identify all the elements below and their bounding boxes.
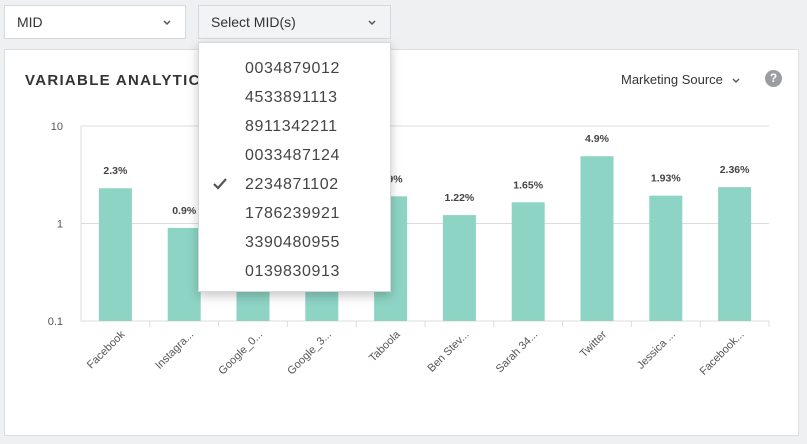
data-label: 0.9%	[172, 205, 197, 217]
mid-option-label: 2234871102	[245, 175, 339, 193]
mid-option[interactable]: 2234871102	[199, 170, 390, 199]
mid-option[interactable]: 0139830913	[199, 257, 390, 286]
marketing-source-dropdown[interactable]: Marketing Source	[621, 72, 741, 87]
data-label: 1.65%	[513, 179, 543, 191]
x-tick-label: Google_0...	[216, 329, 265, 378]
card-title: VARIABLE ANALYTICS	[25, 72, 213, 89]
mid-option[interactable]: 3390480955	[199, 228, 390, 257]
bar	[580, 156, 614, 321]
bar	[649, 195, 683, 321]
mid-option-label: 0034879012	[245, 59, 340, 77]
marketing-source-label: Marketing Source	[621, 72, 723, 87]
mid-option-label: 8911342211	[245, 117, 338, 135]
variable-analytics-card: VARIABLE ANALYTICS Marketing Source ? 10…	[4, 49, 799, 436]
mid-select-label: MID	[17, 14, 43, 30]
y-tick-label: 10	[51, 121, 63, 133]
chevron-down-icon	[732, 78, 740, 83]
mid-select[interactable]: MID	[4, 5, 186, 39]
mid-option-label: 0139830913	[245, 262, 340, 280]
data-label: 2.3%	[103, 165, 128, 177]
bar	[718, 187, 752, 321]
x-tick-label: Facebook...	[698, 329, 747, 378]
y-tick-label: 1	[57, 219, 63, 231]
mids-select-label: Select MID(s)	[211, 14, 296, 30]
mid-option[interactable]: 0034879012	[199, 54, 390, 83]
mid-option-label: 1786239921	[245, 204, 340, 222]
help-icon[interactable]: ?	[765, 70, 782, 87]
data-label: 4.9%	[585, 133, 610, 145]
x-tick-label: Ben Stev...	[426, 329, 472, 375]
mid-option-label: 0033487124	[245, 146, 340, 164]
data-label: 1.93%	[651, 173, 681, 185]
mid-option[interactable]: 8911342211	[199, 112, 390, 141]
mids-select[interactable]: Select MID(s)	[198, 5, 391, 39]
mid-option[interactable]: 0033487124	[199, 141, 390, 170]
bar	[167, 227, 201, 321]
mids-dropdown-menu: 0034879012 4533891113 8911342211 0033487…	[198, 42, 391, 292]
bar	[98, 188, 132, 321]
bar	[442, 215, 476, 321]
mid-option[interactable]: 4533891113	[199, 83, 390, 112]
data-label: 2.36%	[720, 164, 750, 176]
x-tick-label: Facebook	[85, 328, 128, 371]
chevron-down-icon	[368, 20, 376, 26]
bar-chart: 10 1 0.1 2.3% Facebook 0.9% Instagra... Google_…	[48, 121, 770, 378]
mid-option[interactable]: 1786239921	[199, 199, 390, 228]
x-tick-label: Google_3...	[285, 329, 334, 378]
x-tick-label: Sarah 34...	[494, 329, 541, 376]
check-icon	[213, 178, 227, 190]
x-tick-label: Taboola	[367, 328, 403, 364]
x-tick-label: Jessica ...	[635, 329, 678, 372]
bar	[511, 202, 545, 321]
chevron-down-icon	[163, 20, 171, 26]
y-tick-label: 0.1	[48, 316, 63, 328]
mid-option-label: 4533891113	[245, 88, 338, 106]
x-tick-label: Instagra...	[153, 329, 196, 372]
x-tick-label: Twitter	[578, 328, 610, 360]
data-label: 1.22%	[445, 192, 475, 204]
mid-option-label: 3390480955	[245, 233, 340, 251]
